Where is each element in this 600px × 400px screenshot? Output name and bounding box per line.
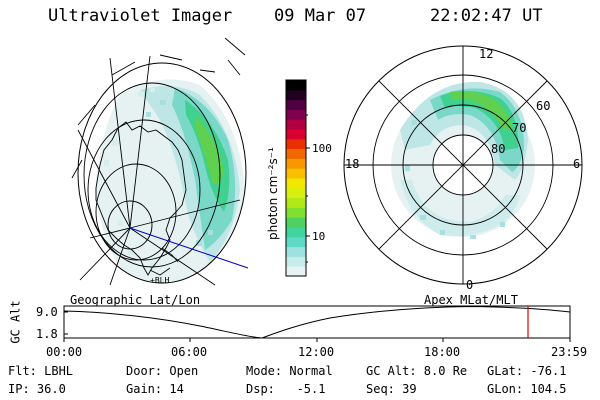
left-aurora-image bbox=[78, 63, 246, 283]
timeline-x-tick-0000: 00:00 bbox=[46, 345, 83, 359]
altitude-timeline bbox=[63, 305, 571, 342]
mlt-label-0: 0 bbox=[466, 278, 473, 292]
colorbar-cell bbox=[286, 246, 306, 257]
colorbar-cell bbox=[286, 129, 306, 140]
info-mode: Mode: Normal bbox=[246, 364, 333, 378]
colorbar-cell bbox=[286, 187, 306, 199]
mlt-label-6: 6 bbox=[573, 157, 580, 171]
left-footer-label: +BLH bbox=[150, 276, 169, 285]
colorbar-cell bbox=[286, 168, 306, 179]
colorbar-cell bbox=[286, 109, 306, 120]
colorbar: 100 10 photon cm⁻²s⁻¹ bbox=[266, 79, 332, 277]
polar-map: 12 18 6 0 60 70 80 bbox=[343, 45, 583, 292]
timeline-y-tick-bottom: 1.8 bbox=[36, 327, 58, 341]
orbit-altitude-curve bbox=[63, 305, 571, 339]
colorbar-cell bbox=[286, 119, 306, 130]
info-seq: Seq: 39 bbox=[366, 382, 417, 396]
mlat-label-70: 70 bbox=[512, 121, 526, 135]
mlat-label-60: 60 bbox=[536, 99, 550, 113]
colorbar-cell bbox=[286, 80, 306, 91]
colorbar-cell bbox=[286, 256, 306, 267]
colorbar-cell bbox=[286, 227, 306, 238]
app-title: Ultraviolet Imager bbox=[48, 6, 233, 26]
mlt-label-18: 18 bbox=[345, 157, 359, 171]
info-glat: GLat: -76.1 bbox=[487, 364, 567, 378]
timeline-x-tick-0600: 06:00 bbox=[171, 345, 208, 359]
sun-direction-line bbox=[129, 227, 249, 269]
timeline-y-axis-label: GC Alt bbox=[8, 300, 23, 344]
timeline-x-tick-1800: 18:00 bbox=[424, 345, 461, 359]
right-speckle-pattern bbox=[405, 120, 505, 239]
colorbar-cell bbox=[286, 148, 306, 159]
colorbar-cell bbox=[286, 266, 306, 277]
timeline-y-tick-top: 9.0 bbox=[36, 305, 58, 319]
right-map-title: Apex MLat/MLT bbox=[424, 293, 518, 307]
info-door: Door: Open bbox=[126, 364, 199, 378]
continent-outline bbox=[95, 121, 187, 276]
colorbar-cell bbox=[286, 158, 306, 169]
geographic-map: +BLH bbox=[71, 37, 249, 286]
colorbar-cell bbox=[286, 138, 306, 150]
colorbar-tick-100: 100 bbox=[312, 142, 332, 155]
polar-grid bbox=[343, 45, 583, 285]
colorbar-cell bbox=[286, 99, 306, 110]
mlat-label-80: 80 bbox=[491, 142, 505, 156]
info-glon: GLon: 104.5 bbox=[487, 382, 567, 396]
date-label: 09 Mar 07 bbox=[274, 6, 367, 26]
time-label: 22:02:47 UT bbox=[430, 6, 543, 26]
left-map-title: Geographic Lat/Lon bbox=[70, 293, 201, 307]
colorbar-cell bbox=[286, 197, 306, 208]
colorbar-cell bbox=[286, 89, 306, 101]
colorbar-cell bbox=[286, 236, 306, 248]
timeline-x-tick-2359: 23:59 bbox=[551, 345, 588, 359]
colorbar-cell bbox=[286, 178, 306, 189]
colorbar-cell bbox=[286, 217, 306, 228]
info-dsp: Dsp: -5.1 bbox=[246, 382, 326, 396]
info-ip: IP: 36.0 bbox=[8, 382, 66, 396]
info-gain: Gain: 14 bbox=[126, 382, 184, 396]
colorbar-tick-10: 10 bbox=[312, 230, 325, 243]
mlt-label-12: 12 bbox=[479, 47, 493, 61]
colorbar-gradient bbox=[286, 80, 306, 277]
colorbar-unit-label: photon cm⁻²s⁻¹ bbox=[266, 147, 280, 240]
colorbar-cell bbox=[286, 207, 306, 218]
timeline-x-tick-1200: 12:00 bbox=[298, 345, 335, 359]
info-filter: Flt: LBHL bbox=[8, 364, 74, 378]
info-gc-alt: GC Alt: 8.0 Re bbox=[366, 364, 468, 378]
